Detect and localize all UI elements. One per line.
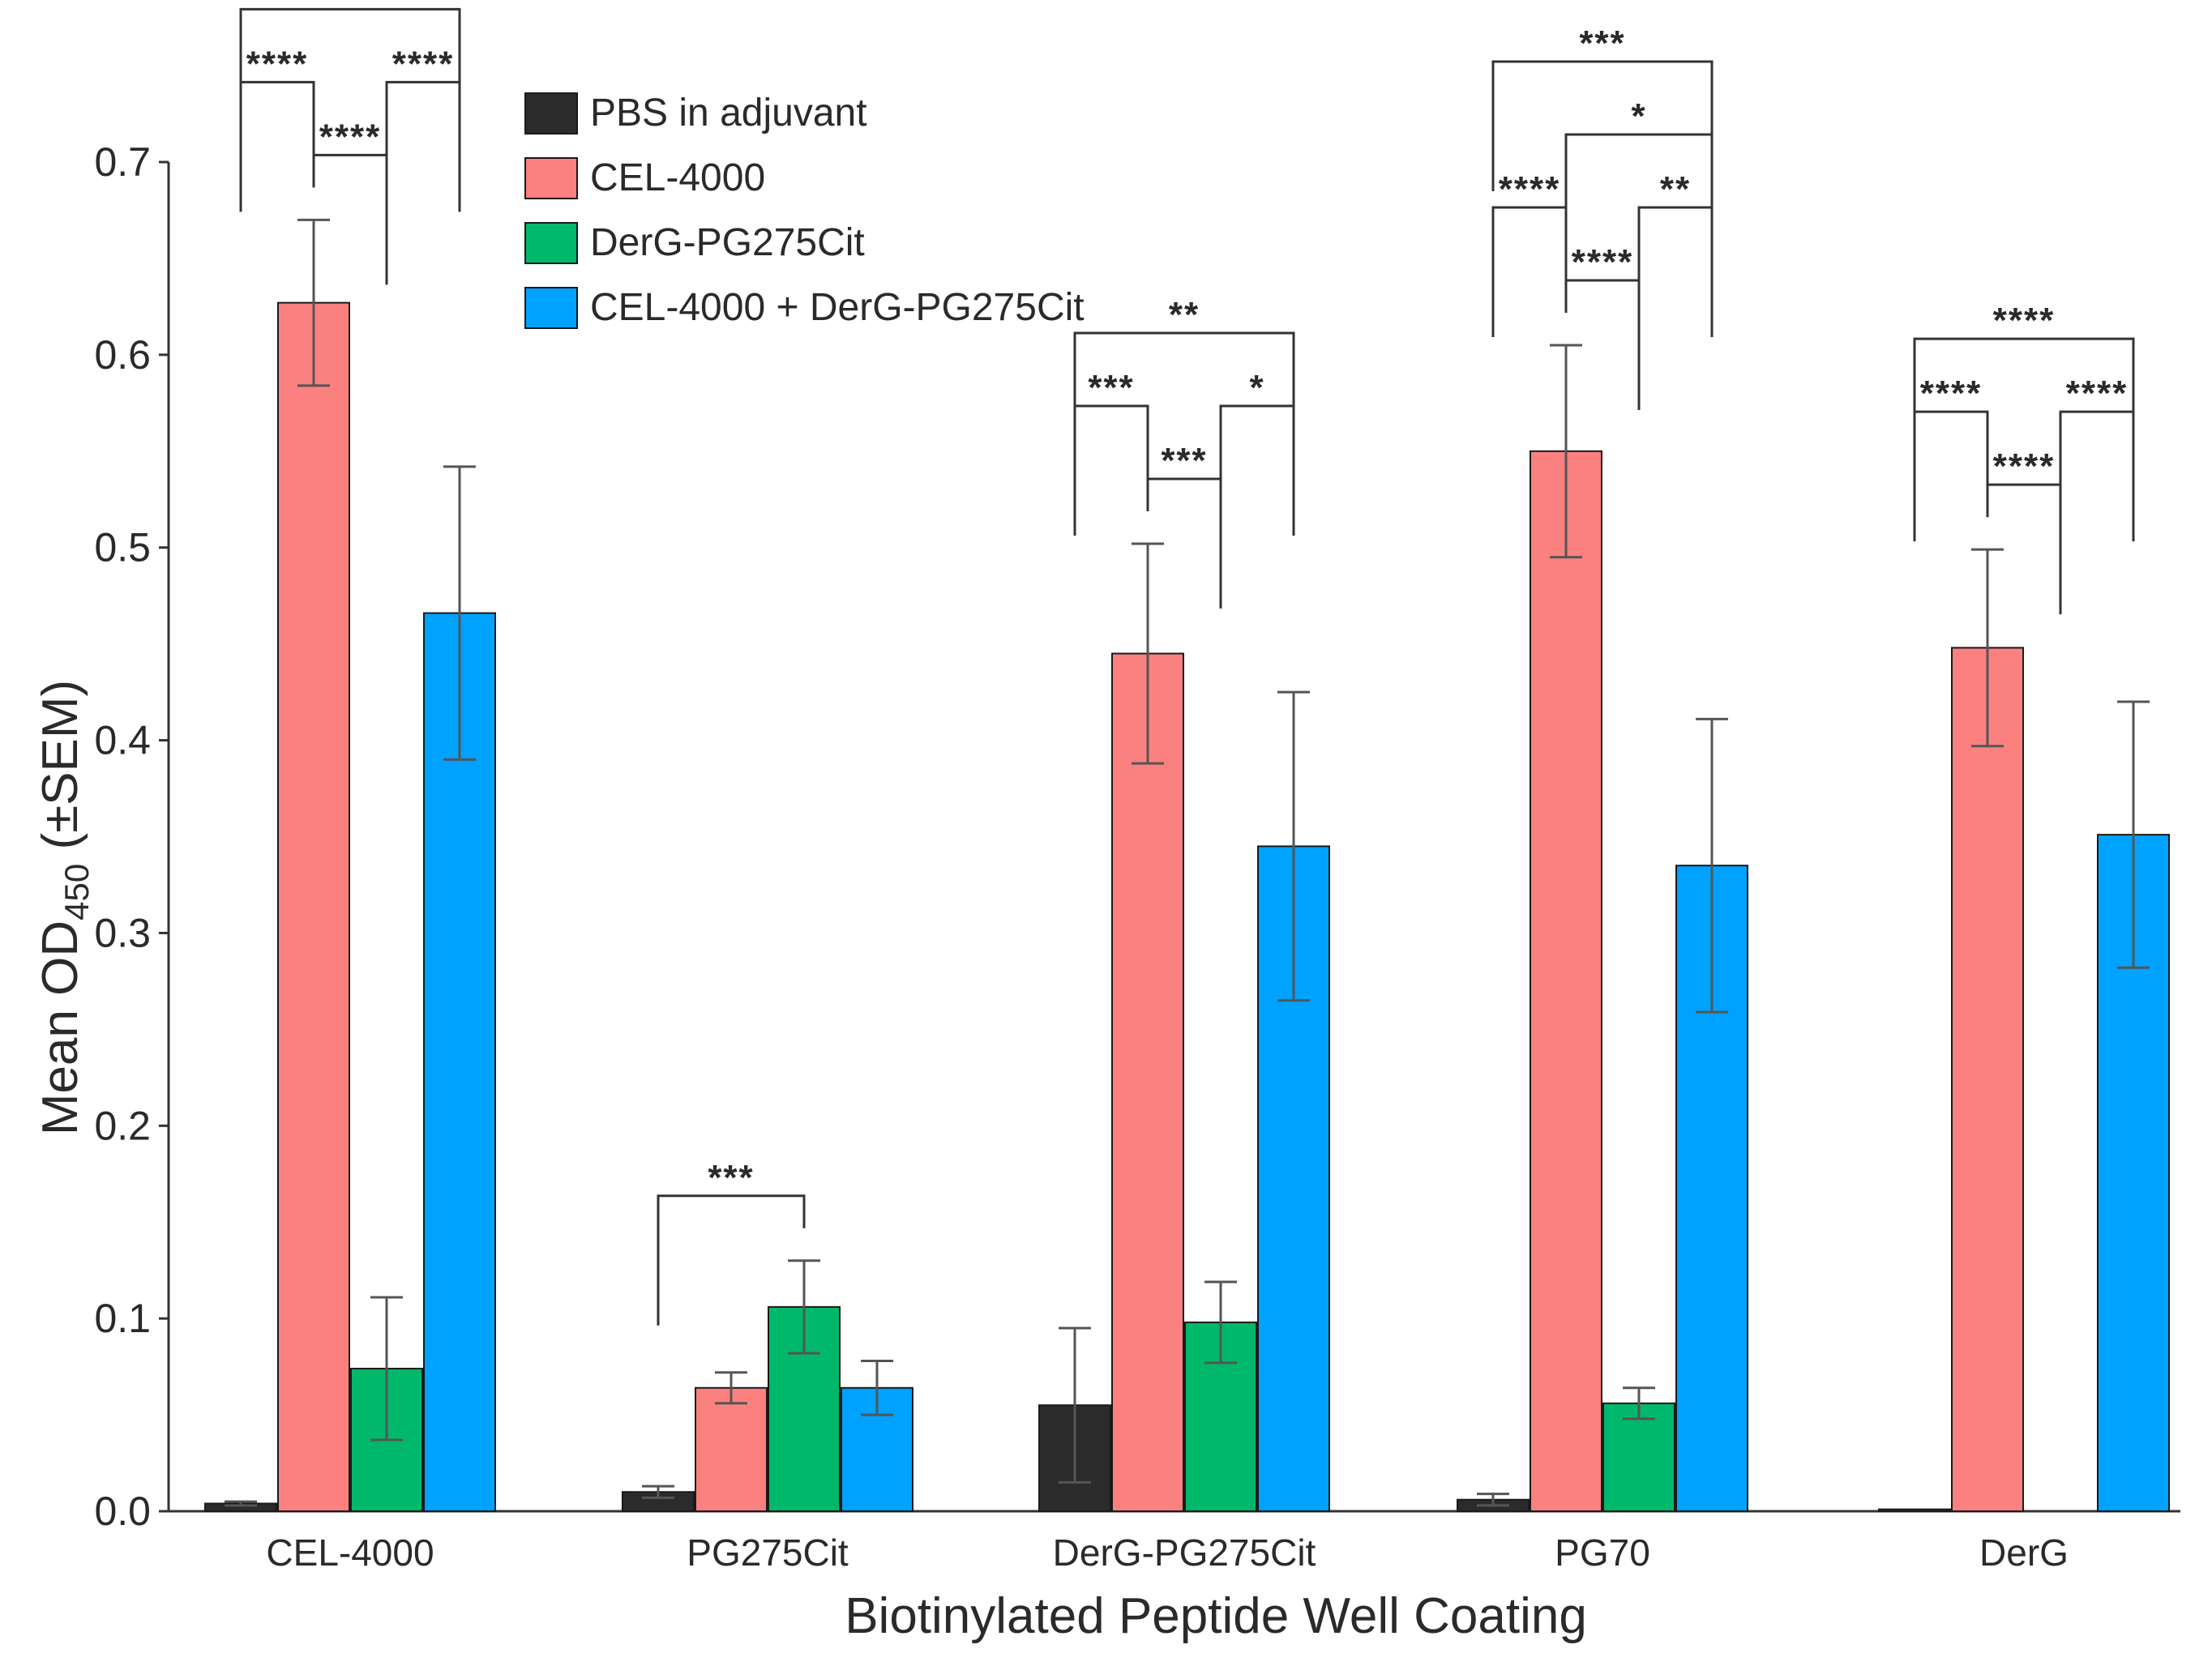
bars xyxy=(204,301,2170,1513)
significance-bracket xyxy=(239,80,315,212)
legend: PBS in adjuvant CEL-4000 DerG-PG275Cit CEL-… xyxy=(524,92,1085,329)
significance-label: *** xyxy=(1088,368,1134,408)
legend-swatch xyxy=(524,92,578,135)
significance-brackets: ******** ********** ********* ********** ***… xyxy=(239,0,2135,1326)
significance-bracket xyxy=(1219,404,1295,536)
significance-label: **** xyxy=(1920,374,1983,413)
significance-bracket xyxy=(1913,337,2135,469)
significance-bracket xyxy=(1491,206,1568,337)
bar xyxy=(1878,1508,1951,1513)
y-tick-label: 0.6 xyxy=(94,332,151,378)
y-tick-label: 0.5 xyxy=(94,525,151,570)
significance-bracket xyxy=(1073,331,1295,463)
significance-label: **** xyxy=(1572,242,1634,282)
category-label: PG275Cit xyxy=(687,1531,849,1574)
legend-label: CEL-4000 + DerG-PG275Cit xyxy=(590,286,1085,329)
significance-label: ** xyxy=(1169,295,1200,335)
category-label: CEL-4000 xyxy=(266,1531,434,1574)
y-axis-title-suffix: (±SEM) xyxy=(32,680,88,864)
y-tick-label: 0.4 xyxy=(94,718,151,763)
bar xyxy=(695,1386,768,1513)
legend-label: PBS in adjuvant xyxy=(590,92,867,135)
legend-swatch xyxy=(524,222,578,264)
significance-label: **** xyxy=(319,0,382,11)
significance-label: **** xyxy=(1993,446,2056,486)
y-tick-label: 0.3 xyxy=(94,910,151,955)
significance-label: ** xyxy=(1660,169,1691,209)
y-axis-title-subscript: 450 xyxy=(58,864,96,921)
svg-text:Mean OD450 (±SEM): Mean OD450 (±SEM) xyxy=(32,680,96,1135)
significance-label: **** xyxy=(2066,374,2129,413)
bar xyxy=(1951,647,2024,1512)
y-ticks: 0.0 0.1 0.2 0.3 0.4 0.5 0.6 0.7 xyxy=(94,139,169,1534)
significance-label: * xyxy=(1249,368,1264,408)
bar xyxy=(1530,450,1602,1512)
legend-swatch xyxy=(524,287,578,329)
bar xyxy=(1111,652,1184,1512)
significance-label: **** xyxy=(246,44,309,83)
significance-bracket xyxy=(1913,410,1989,542)
legend-label: CEL-4000 xyxy=(590,156,765,199)
significance-bracket xyxy=(1073,404,1149,536)
legend-label: DerG-PG275Cit xyxy=(590,221,865,264)
bar xyxy=(423,612,496,1512)
category-label: PG70 xyxy=(1555,1531,1650,1574)
significance-label: *** xyxy=(1579,23,1625,63)
significance-label: **** xyxy=(392,44,455,83)
bar xyxy=(2097,834,2170,1513)
significance-label: *** xyxy=(708,1158,754,1198)
y-tick-label: 0.1 xyxy=(94,1296,151,1341)
significance-bracket xyxy=(385,80,461,212)
significance-label: **** xyxy=(1499,169,1561,209)
x-axis-title: Biotinylated Peptide Well Coating xyxy=(845,1588,1587,1644)
significance-bracket xyxy=(239,7,461,139)
significance-label: **** xyxy=(1993,301,2056,340)
significance-bracket xyxy=(1491,60,1714,191)
significance-label: * xyxy=(1631,96,1646,136)
bar xyxy=(277,301,350,1512)
significance-bracket xyxy=(2059,410,2135,542)
y-axis-title: Mean OD450 (±SEM) xyxy=(32,680,96,1135)
y-tick-label: 0.7 xyxy=(94,139,151,185)
y-tick-label: 0.0 xyxy=(94,1489,151,1534)
significance-label: *** xyxy=(1161,441,1207,481)
category-label: DerG xyxy=(1979,1531,2069,1574)
significance-bracket xyxy=(1564,133,1714,264)
y-tick-label: 0.2 xyxy=(94,1103,151,1148)
category-labels: CEL-4000 PG275Cit DerG-PG275Cit PG70 DerG xyxy=(266,1531,2069,1574)
error-bars xyxy=(225,218,2150,1507)
significance-bracket xyxy=(657,1194,806,1326)
significance-label: **** xyxy=(319,117,382,156)
significance-bracket xyxy=(1637,206,1714,337)
y-axis-title-main: Mean OD xyxy=(32,921,88,1135)
category-label: DerG-PG275Cit xyxy=(1053,1531,1316,1574)
legend-swatch xyxy=(524,157,578,199)
